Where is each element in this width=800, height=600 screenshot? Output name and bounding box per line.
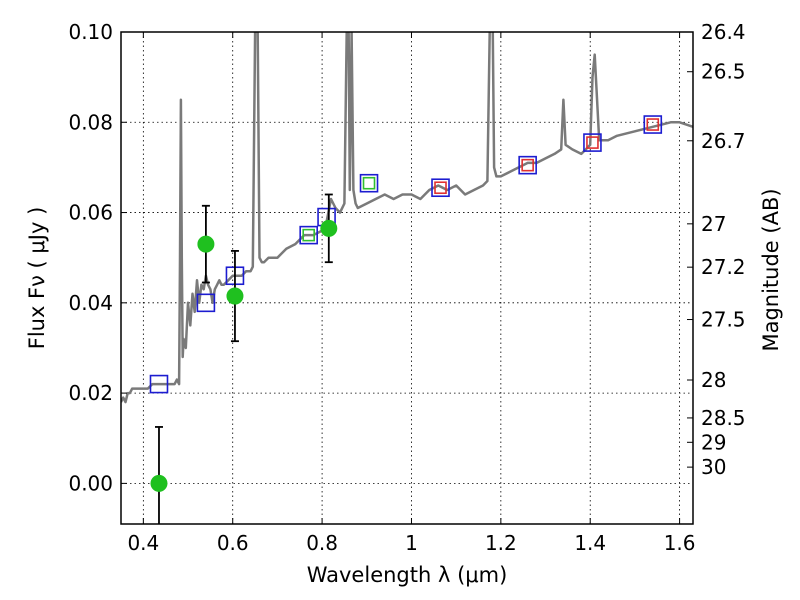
right-tick-label: 27.5 [701,308,746,332]
blue-squares-marker [196,293,216,313]
y-axis-right-label: Magnitude (AB) [759,188,783,351]
photometry-series [150,193,338,524]
y-tick-label: 0.00 [68,471,113,495]
x-tick-label: 1 [405,531,418,555]
y-tick-label: 0.10 [68,20,113,44]
y-tick-label: 0.04 [68,291,113,315]
red-squares-marker [521,158,534,172]
blue-squares-marker [299,225,318,245]
blue-squares-marker [359,173,379,193]
blue-squares-marker [583,133,602,152]
x-axis-label: Wavelength λ (μm) [307,563,508,587]
blue-squares-marker [518,155,537,175]
x-tick-label: 1.2 [485,531,517,555]
right-tick-label: 28.5 [701,406,746,430]
x-tick-label: 0.4 [127,531,159,555]
photometry-point [226,287,244,305]
green-squares-marker [362,176,376,190]
right-tick-label: 29 [701,430,726,454]
x-tick-label: 0.8 [306,531,338,555]
red-squares-marker [434,181,447,195]
photometry-point [320,219,338,237]
y-tick-label: 0.06 [68,201,113,225]
plot-frame [120,31,694,525]
red-squares-marker [586,136,599,149]
y-tick-label: 0.02 [68,381,113,405]
green-squares-marker [302,228,315,242]
x-tick-label: 0.6 [217,531,249,555]
x-tick-label: 1.4 [574,531,606,555]
right-tick-label: 30 [701,455,726,479]
y-axis-left: 0.00 0.02 0.04 0.06 0.08 0.10 [68,20,127,495]
blue-squares-marker [431,178,450,198]
right-tick-label: 27.2 [701,255,746,279]
right-tick-label: 26.7 [701,129,746,153]
right-tick-label: 28 [701,368,726,392]
y-tick-label: 0.08 [68,110,113,134]
blue-squares-marker [643,115,663,134]
photometry-point [197,235,215,253]
red-squares-marker [646,118,660,131]
right-tick-label: 26.4 [701,20,746,44]
x-axis: 0.4 0.6 0.8 1 1.2 1.4 1.6 [127,32,696,555]
plot-area [121,32,693,524]
right-tick-label: 27 [701,212,726,236]
right-tick-label: 26.5 [701,60,746,84]
photometry-point [150,474,168,492]
x-tick-label: 1.6 [664,531,696,555]
blue-squares-marker [149,374,169,394]
y-axis-label: Flux Fν ( μJy ) [25,207,49,350]
